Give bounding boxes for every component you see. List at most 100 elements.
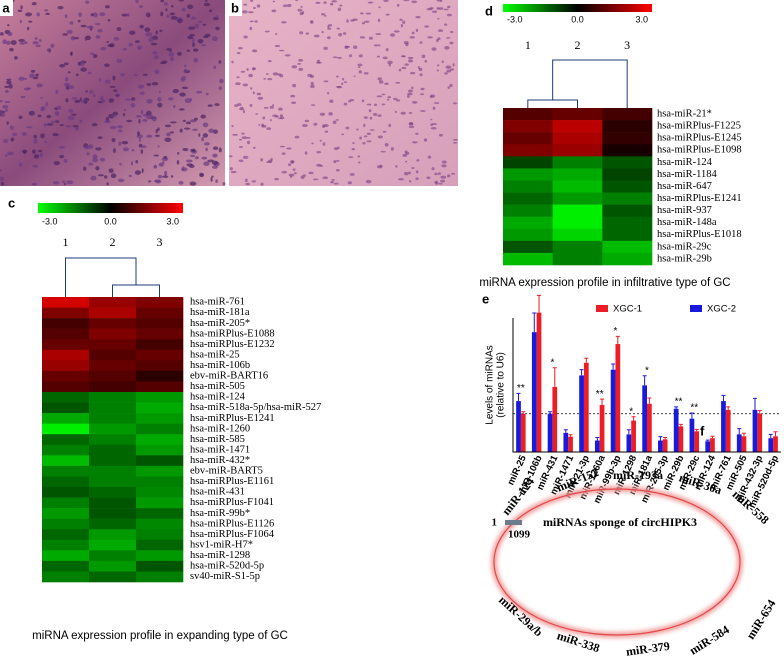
nucleus (170, 56, 175, 62)
nucleus (115, 94, 119, 97)
nucleus (246, 140, 251, 145)
nucleus (246, 68, 249, 71)
error-bar (647, 397, 652, 404)
nucleus (65, 125, 72, 128)
nucleus (357, 66, 361, 69)
nucleus (189, 119, 197, 123)
heatmap-cell (136, 349, 184, 361)
nucleus (213, 65, 217, 70)
nucleus (34, 37, 38, 41)
nucleus (245, 182, 251, 186)
nucleus (335, 75, 339, 78)
nucleus (241, 132, 245, 135)
nucleus (277, 117, 283, 120)
nucleus (157, 145, 160, 148)
nucleus (150, 42, 158, 46)
nucleus (138, 137, 141, 143)
nucleus (376, 55, 381, 58)
nucleus (202, 122, 209, 128)
nucleus (236, 103, 242, 107)
heatmap-cell (136, 444, 184, 456)
row-label: hsa-miRPlus-E1241 (190, 413, 275, 424)
nucleus (0, 113, 6, 117)
nucleus (92, 158, 99, 163)
heatmap-cell (42, 497, 90, 509)
nucleus (44, 9, 49, 12)
heatmap-cell (136, 465, 184, 477)
nucleus (7, 23, 10, 27)
nucleus (50, 120, 55, 124)
nucleus (10, 40, 17, 46)
nucleus (281, 21, 287, 24)
nucleus (287, 163, 292, 167)
nucleus (104, 120, 111, 124)
image-texture (0, 0, 458, 186)
nucleus (256, 92, 262, 96)
heatmap-cell (503, 132, 553, 145)
nucleus (20, 95, 26, 99)
nucleus (192, 128, 198, 131)
nucleus (366, 132, 371, 136)
nucleus (212, 165, 218, 169)
heatmap-cell (552, 240, 603, 254)
nucleus (363, 116, 368, 119)
legend-swatch (690, 305, 702, 312)
heatmap-cell (602, 120, 653, 133)
nucleus (59, 154, 65, 159)
nucleus (205, 147, 208, 152)
nucleus (440, 175, 447, 179)
row-label: hsa-miR-1260 (190, 423, 250, 434)
nucleus (178, 108, 185, 111)
nucleus (186, 49, 190, 52)
heatmap-cell (89, 487, 137, 498)
heatmap-cell (89, 518, 137, 530)
nucleus (158, 90, 162, 94)
nucleus (191, 16, 196, 20)
nucleus (62, 180, 66, 184)
nucleus (70, 36, 76, 41)
nucleus (202, 133, 209, 138)
heatmap-cell (136, 307, 184, 319)
error-bar (721, 394, 726, 402)
nucleus (299, 31, 304, 35)
nucleus (45, 12, 50, 15)
heatmap-cell (89, 560, 137, 572)
nucleus (260, 182, 264, 186)
nucleus (85, 0, 90, 4)
y-axis-label: Levels of miRNAs (485, 345, 496, 424)
nucleus (408, 171, 411, 175)
nucleus (341, 77, 345, 81)
nucleus (46, 123, 54, 126)
nucleus (446, 69, 452, 73)
panel-label-box (0, 0, 13, 16)
nucleus (447, 86, 450, 89)
heatmap-cell (602, 168, 653, 181)
nucleus (389, 33, 396, 37)
nucleus (211, 36, 218, 42)
nucleus (402, 20, 406, 24)
bar (579, 375, 584, 452)
nucleus (109, 125, 117, 130)
nucleus (180, 77, 183, 82)
heatmap-cell (552, 180, 603, 193)
nucleus (164, 124, 172, 128)
nucleus (145, 32, 153, 37)
nucleus (62, 33, 68, 36)
nucleus (319, 164, 324, 167)
heatmap-cell (503, 120, 553, 133)
nucleus (30, 69, 36, 73)
nucleus (23, 41, 28, 45)
nucleus (135, 115, 142, 118)
nucleus (116, 125, 124, 129)
nucleus (106, 182, 109, 186)
nucleus (378, 80, 384, 84)
bar (689, 418, 695, 452)
nucleus (292, 168, 296, 171)
nucleus (243, 3, 248, 6)
nucleus (238, 146, 244, 148)
nucleus (333, 182, 339, 185)
nucleus (4, 108, 9, 112)
nucleus (419, 41, 423, 44)
nucleus (153, 179, 161, 183)
nucleus (63, 82, 71, 87)
